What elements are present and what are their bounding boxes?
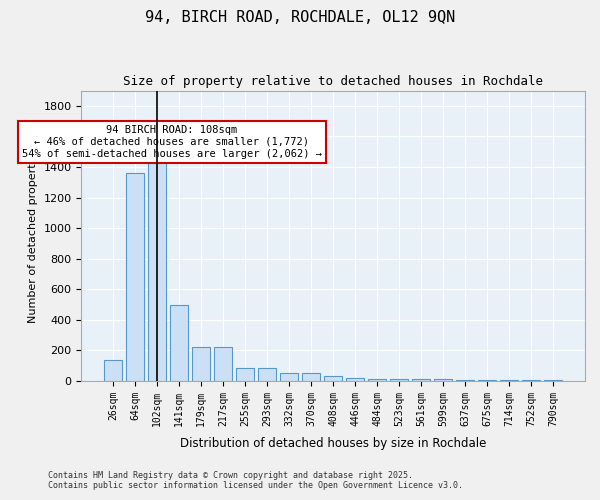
Text: Contains HM Land Registry data © Crown copyright and database right 2025.
Contai: Contains HM Land Registry data © Crown c… — [48, 470, 463, 490]
Bar — [325, 376, 342, 381]
Title: Size of property relative to detached houses in Rochdale: Size of property relative to detached ho… — [123, 75, 543, 88]
Bar — [126, 173, 144, 381]
X-axis label: Distribution of detached houses by size in Rochdale: Distribution of detached houses by size … — [180, 437, 487, 450]
Bar — [478, 380, 496, 381]
Bar — [280, 374, 298, 381]
Bar — [104, 360, 122, 381]
Bar — [523, 380, 540, 381]
Bar — [236, 368, 254, 381]
Bar — [500, 380, 518, 381]
Bar — [368, 378, 386, 381]
Bar — [457, 380, 474, 381]
Y-axis label: Number of detached properties: Number of detached properties — [28, 148, 38, 324]
Bar — [434, 380, 452, 381]
Text: 94 BIRCH ROAD: 108sqm
← 46% of detached houses are smaller (1,772)
54% of semi-d: 94 BIRCH ROAD: 108sqm ← 46% of detached … — [22, 126, 322, 158]
Bar — [192, 346, 210, 381]
Bar — [148, 161, 166, 381]
Bar — [412, 380, 430, 381]
Bar — [214, 346, 232, 381]
Bar — [258, 368, 276, 381]
Bar — [391, 378, 408, 381]
Bar — [302, 374, 320, 381]
Bar — [346, 378, 364, 381]
Bar — [170, 304, 188, 381]
Bar — [544, 380, 562, 381]
Text: 94, BIRCH ROAD, ROCHDALE, OL12 9QN: 94, BIRCH ROAD, ROCHDALE, OL12 9QN — [145, 10, 455, 25]
